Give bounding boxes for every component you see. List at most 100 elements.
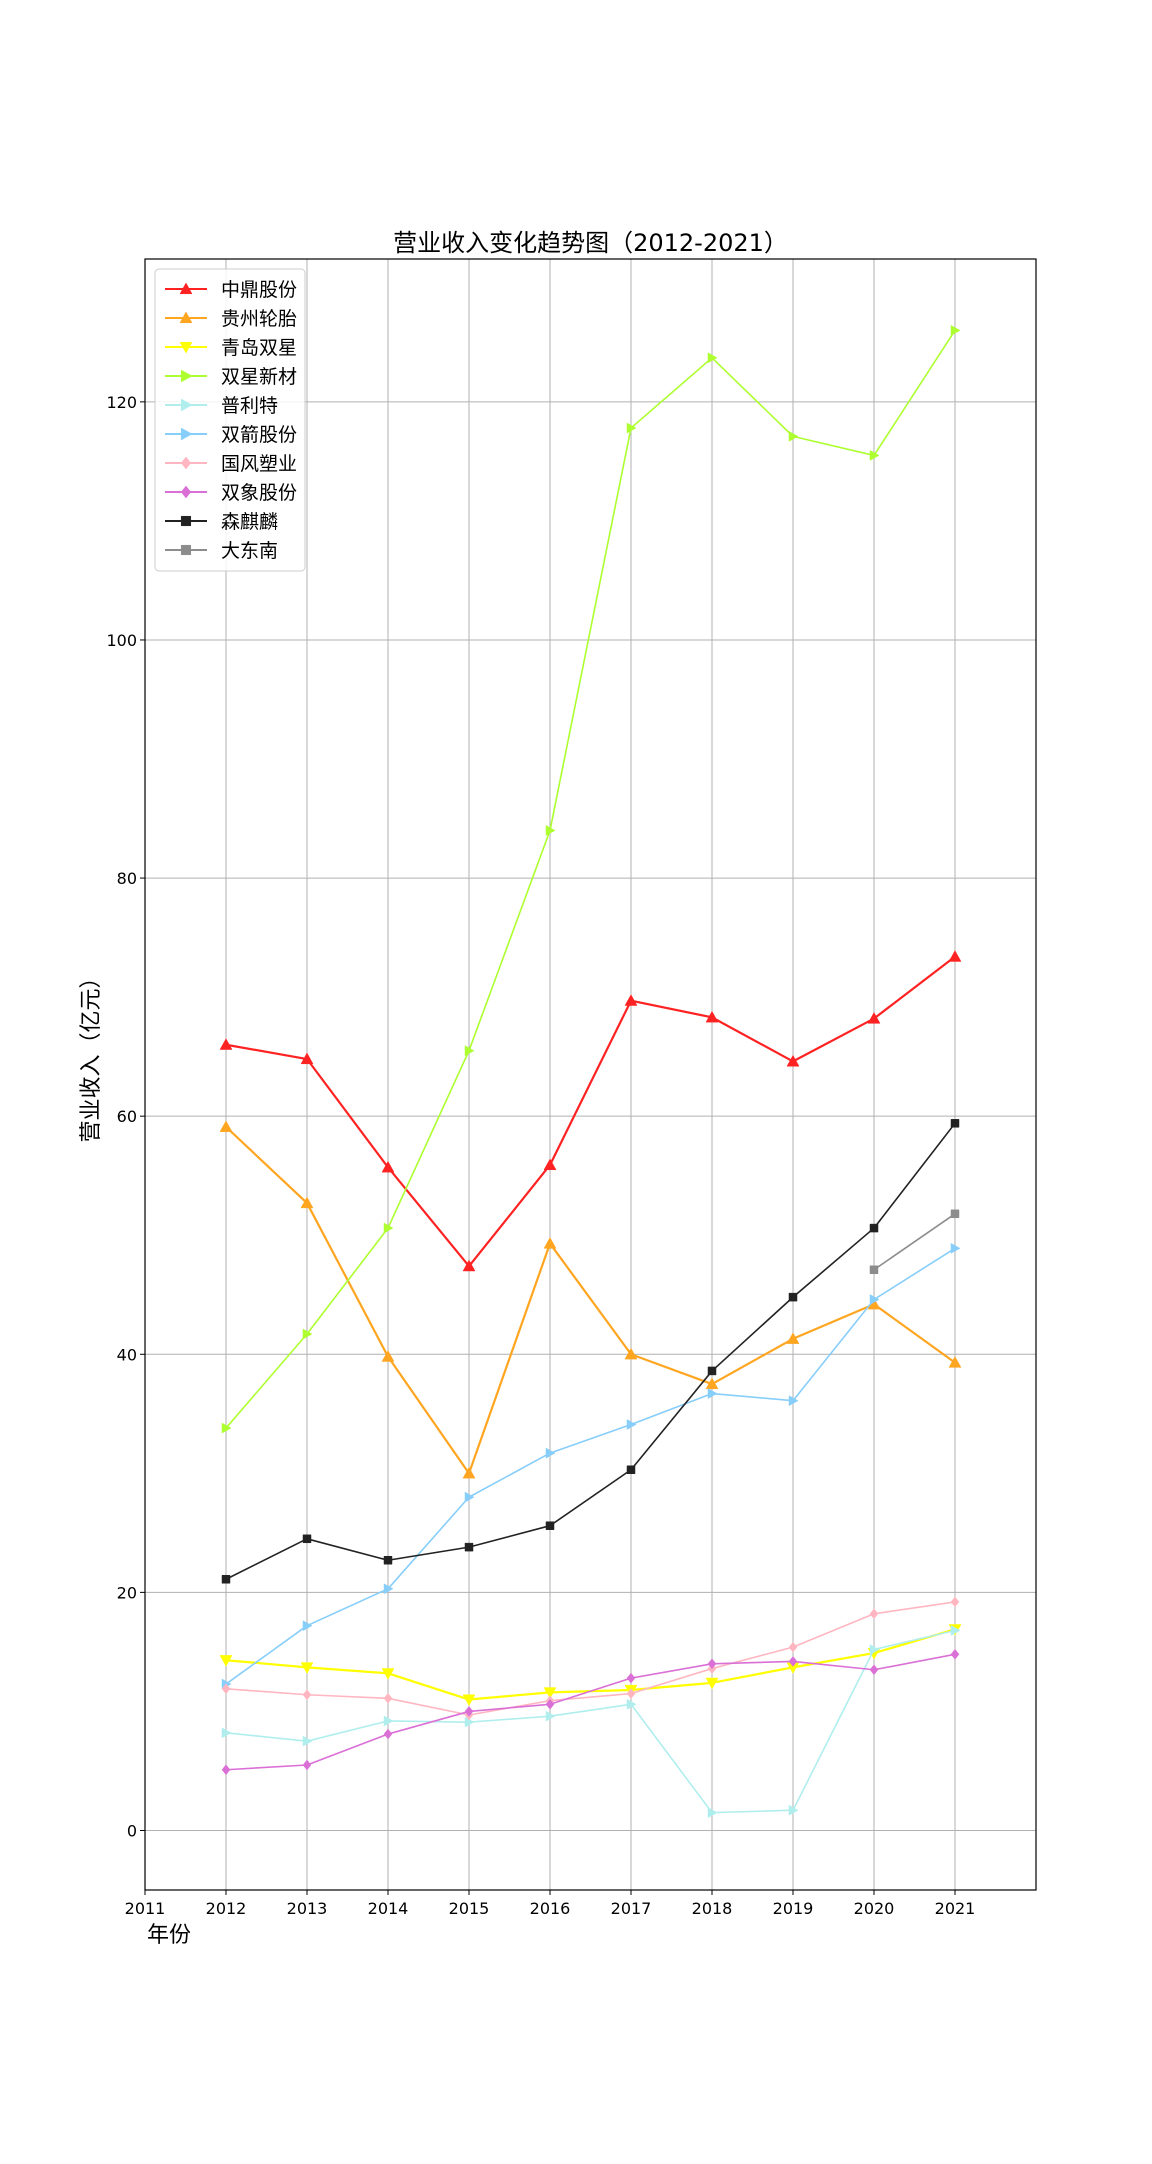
series-5-point [707, 1807, 718, 1819]
series-2-point [543, 1237, 557, 1249]
series-7-point [950, 1596, 960, 1608]
series-2-point [786, 1332, 800, 1344]
x-tick-label: 2015 [449, 1899, 490, 1918]
legend-label: 普利特 [221, 395, 278, 417]
series-5-point [626, 1698, 637, 1710]
x-tick-label: 2018 [692, 1899, 733, 1918]
series-6-point [383, 1583, 394, 1595]
legend-item: 双象股份 [165, 482, 297, 504]
series-2-point [624, 1347, 638, 1360]
series-3-point [543, 1687, 557, 1699]
series-9 [221, 1119, 960, 1584]
legend-label: 国风塑业 [221, 453, 297, 475]
legend-item: 中鼎股份 [165, 279, 297, 301]
series-10-point [950, 1209, 960, 1219]
series-4-point [545, 825, 556, 836]
series-5-point [869, 1644, 880, 1655]
series-1-point [543, 1158, 557, 1171]
y-tick-label: 0 [127, 1821, 137, 1840]
x-tick-label: 2014 [368, 1899, 409, 1918]
series-6-point [788, 1395, 799, 1407]
series-3-point [705, 1677, 719, 1690]
series-4-point [869, 450, 880, 461]
series-2-point [948, 1356, 962, 1368]
series-10 [869, 1209, 960, 1274]
series-1-point [867, 1012, 881, 1024]
series-9-point [707, 1366, 717, 1376]
series-1-point [624, 994, 638, 1006]
series-4-point [464, 1045, 475, 1057]
y-tick-label: 40 [117, 1345, 137, 1364]
series-8-point [221, 1764, 231, 1776]
series-7-point [788, 1641, 798, 1653]
series-4-point [626, 422, 637, 434]
series-8-point [464, 1706, 474, 1717]
series-9-point [788, 1292, 798, 1302]
series-4-point [707, 352, 718, 364]
series-9-point [869, 1223, 879, 1233]
series-4-point [302, 1328, 313, 1340]
series-6-point [707, 1388, 718, 1399]
series-4 [221, 325, 961, 1434]
y-tick-label: 20 [117, 1583, 137, 1602]
legend-swatch-marker [180, 369, 193, 383]
series-1-point [786, 1054, 800, 1067]
legend-swatch-marker [180, 515, 192, 527]
series-3-point [219, 1655, 233, 1667]
series-7-point [302, 1689, 312, 1701]
series-2-point [381, 1350, 395, 1362]
series-9-point [950, 1119, 960, 1128]
legend-swatch-marker [180, 398, 193, 412]
series-7-point [221, 1683, 231, 1695]
series-9-point [302, 1534, 312, 1544]
y-tick-label: 80 [117, 869, 137, 888]
series-1-point [705, 1010, 719, 1023]
legend-swatch-marker [180, 544, 192, 556]
legend-item: 贵州轮胎 [165, 308, 297, 330]
x-axis-title: 年份 [147, 1923, 191, 1948]
y-axis-title: 营业收入（亿元） [79, 966, 104, 1142]
series-9-point [545, 1521, 555, 1530]
y-tick-label: 60 [117, 1107, 137, 1126]
series-7-point [383, 1692, 393, 1704]
series-6-point [950, 1242, 961, 1254]
series-7-point [869, 1608, 879, 1620]
legend-label: 双箭股份 [221, 424, 297, 446]
y-tick-label: 100 [106, 631, 137, 650]
series-5 [221, 1625, 961, 1819]
legend-swatch-marker [180, 485, 192, 499]
series-6 [221, 1242, 961, 1690]
series-6-point [464, 1491, 475, 1503]
legend-label: 双象股份 [221, 482, 297, 504]
series-10-point [869, 1265, 879, 1274]
legend-label: 中鼎股份 [221, 279, 297, 301]
series-4-point [221, 1422, 232, 1434]
series-1 [219, 950, 962, 1272]
series-8-line [225, 1653, 956, 1771]
series-5-point [383, 1715, 394, 1727]
series-7-line [225, 1601, 956, 1716]
series-2-point [300, 1196, 314, 1209]
y-tick-label: 120 [106, 393, 137, 412]
series-6-point [626, 1419, 637, 1430]
series-1-point [381, 1160, 395, 1173]
series-8-point [302, 1759, 312, 1771]
series-6-point [545, 1447, 556, 1459]
series-8-point [788, 1656, 798, 1667]
x-tick-label: 2020 [854, 1899, 895, 1918]
series-2-point [219, 1120, 233, 1132]
legend-swatch-marker [179, 311, 193, 324]
series-1-point [462, 1259, 476, 1272]
series-3-point [300, 1662, 314, 1674]
series-8-point [950, 1648, 960, 1660]
legend-label: 双星新材 [221, 366, 297, 388]
legend-item: 双星新材 [165, 366, 297, 388]
series-6-point [869, 1294, 880, 1305]
series-8-point [869, 1664, 879, 1676]
series-8-point [626, 1672, 636, 1684]
series-6-line [225, 1247, 956, 1685]
legend-item: 国风塑业 [165, 453, 297, 475]
